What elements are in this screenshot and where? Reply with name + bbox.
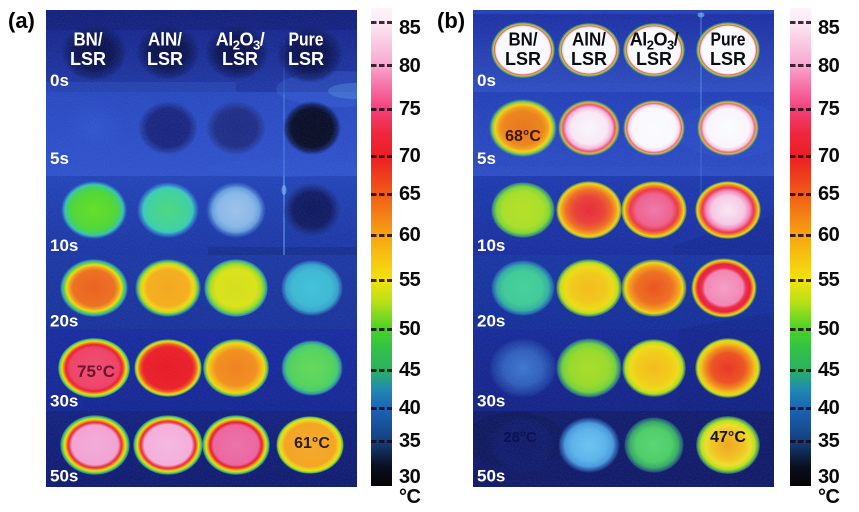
svg-text:47°C: 47°C <box>710 429 746 446</box>
svg-text:Pure: Pure <box>289 30 324 50</box>
svg-text:Pure: Pure <box>711 30 746 50</box>
svg-text:30s: 30s <box>477 392 505 411</box>
svg-text:0s: 0s <box>477 71 496 90</box>
svg-text:30s: 30s <box>50 392 78 411</box>
svg-text:5s: 5s <box>477 149 496 168</box>
svg-text:68°C: 68°C <box>505 128 541 145</box>
svg-text:AlN/: AlN/ <box>572 30 606 50</box>
svg-text:LSR: LSR <box>70 49 106 69</box>
svg-text:LSR: LSR <box>710 49 746 69</box>
svg-text:0s: 0s <box>50 71 69 90</box>
svg-text:20s: 20s <box>50 312 78 331</box>
svg-text:20s: 20s <box>477 312 505 331</box>
svg-text:AlN/: AlN/ <box>148 30 182 50</box>
svg-text:LSR: LSR <box>636 49 672 69</box>
svg-text:BN/: BN/ <box>509 30 538 50</box>
svg-text:LSR: LSR <box>288 49 324 69</box>
svg-text:LSR: LSR <box>147 49 183 69</box>
svg-text:50s: 50s <box>50 467 78 486</box>
svg-text:LSR: LSR <box>222 49 258 69</box>
svg-text:50s: 50s <box>477 467 505 486</box>
svg-text:5s: 5s <box>50 149 69 168</box>
svg-text:28°C: 28°C <box>503 429 537 446</box>
svg-text:LSR: LSR <box>505 49 541 69</box>
svg-text:61°C: 61°C <box>294 435 330 452</box>
svg-text:75°C: 75°C <box>77 362 115 381</box>
svg-text:Al2O3/: Al2O3/ <box>216 30 265 53</box>
svg-text:Al2O3/: Al2O3/ <box>630 30 679 53</box>
svg-text:BN/: BN/ <box>74 30 103 50</box>
svg-text:10s: 10s <box>477 236 505 255</box>
svg-text:10s: 10s <box>50 236 78 255</box>
svg-text:LSR: LSR <box>571 49 607 69</box>
